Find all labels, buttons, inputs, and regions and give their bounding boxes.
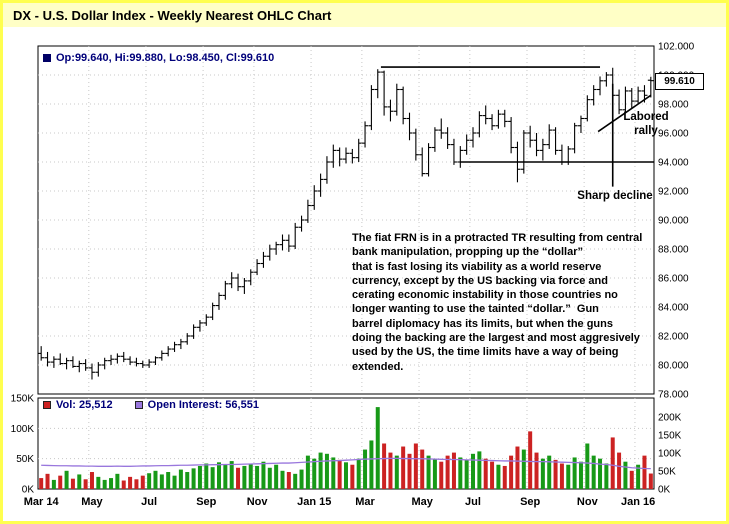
svg-text:Nov: Nov xyxy=(577,496,599,508)
svg-text:78.000: 78.000 xyxy=(658,390,689,401)
chart-canvas: 102.000100.00098.00096.00094.00092.00090… xyxy=(3,27,726,521)
svg-text:82.000: 82.000 xyxy=(658,332,689,343)
annotation-sharp-decline: Sharp decline xyxy=(577,190,653,202)
svg-text:0K: 0K xyxy=(658,485,671,496)
svg-text:84.000: 84.000 xyxy=(658,303,689,314)
svg-text:50K: 50K xyxy=(16,454,34,465)
svg-text:May: May xyxy=(412,496,434,508)
svg-text:102.000: 102.000 xyxy=(658,42,695,53)
annotation-labored-rally: Labored rally xyxy=(623,111,669,137)
price-legend: Op:99.640, Hi:99.880, Lo:98.450, Cl:99.6… xyxy=(43,52,274,64)
price-volume-chart[interactable]: 102.000100.00098.00096.00094.00092.00090… xyxy=(3,27,726,521)
price-legend-text: Op:99.640, Hi:99.880, Lo:98.450, Cl:99.6… xyxy=(56,52,275,64)
svg-text:Mar 14: Mar 14 xyxy=(24,496,60,508)
svg-text:150K: 150K xyxy=(658,431,682,442)
svg-text:Jan 15: Jan 15 xyxy=(297,496,331,508)
svg-text:80.000: 80.000 xyxy=(658,361,689,372)
svg-text:98.000: 98.000 xyxy=(658,100,689,111)
svg-text:0K: 0K xyxy=(22,485,35,496)
svg-text:Sep: Sep xyxy=(520,496,540,508)
svg-text:Jul: Jul xyxy=(141,496,157,508)
svg-text:Jul: Jul xyxy=(465,496,481,508)
svg-text:50K: 50K xyxy=(658,467,676,478)
svg-text:88.000: 88.000 xyxy=(658,245,689,256)
last-price-tag: 99.610 xyxy=(655,73,704,90)
svg-text:86.000: 86.000 xyxy=(658,274,689,285)
ohlc-swatch-icon xyxy=(43,54,51,62)
annotation-commentary: The fiat FRN is in a protracted TR resul… xyxy=(352,232,643,373)
svg-text:Sep: Sep xyxy=(196,496,216,508)
svg-text:96.000: 96.000 xyxy=(658,129,689,140)
svg-text:94.000: 94.000 xyxy=(658,158,689,169)
open-interest-swatch-icon xyxy=(134,401,143,409)
chart-title: DX - U.S. Dollar Index - Weekly Nearest … xyxy=(3,3,726,27)
svg-text:100K: 100K xyxy=(11,424,35,435)
svg-text:90.000: 90.000 xyxy=(658,216,689,227)
open-interest-legend-text: Open Interest: 56,551 xyxy=(147,399,259,411)
svg-text:May: May xyxy=(81,496,103,508)
svg-text:92.000: 92.000 xyxy=(658,187,689,198)
svg-text:Nov: Nov xyxy=(247,496,269,508)
svg-text:150K: 150K xyxy=(11,394,35,405)
svg-text:200K: 200K xyxy=(658,413,682,424)
svg-text:Jan 16: Jan 16 xyxy=(621,496,655,508)
svg-text:100K: 100K xyxy=(658,449,682,460)
volume-legend-text: Vol: 25,512 xyxy=(56,399,113,411)
svg-text:Mar: Mar xyxy=(355,496,375,508)
volume-legend: Vol: 25,512 Open Interest: 56,551 xyxy=(43,399,259,411)
volume-swatch-icon xyxy=(43,401,51,409)
